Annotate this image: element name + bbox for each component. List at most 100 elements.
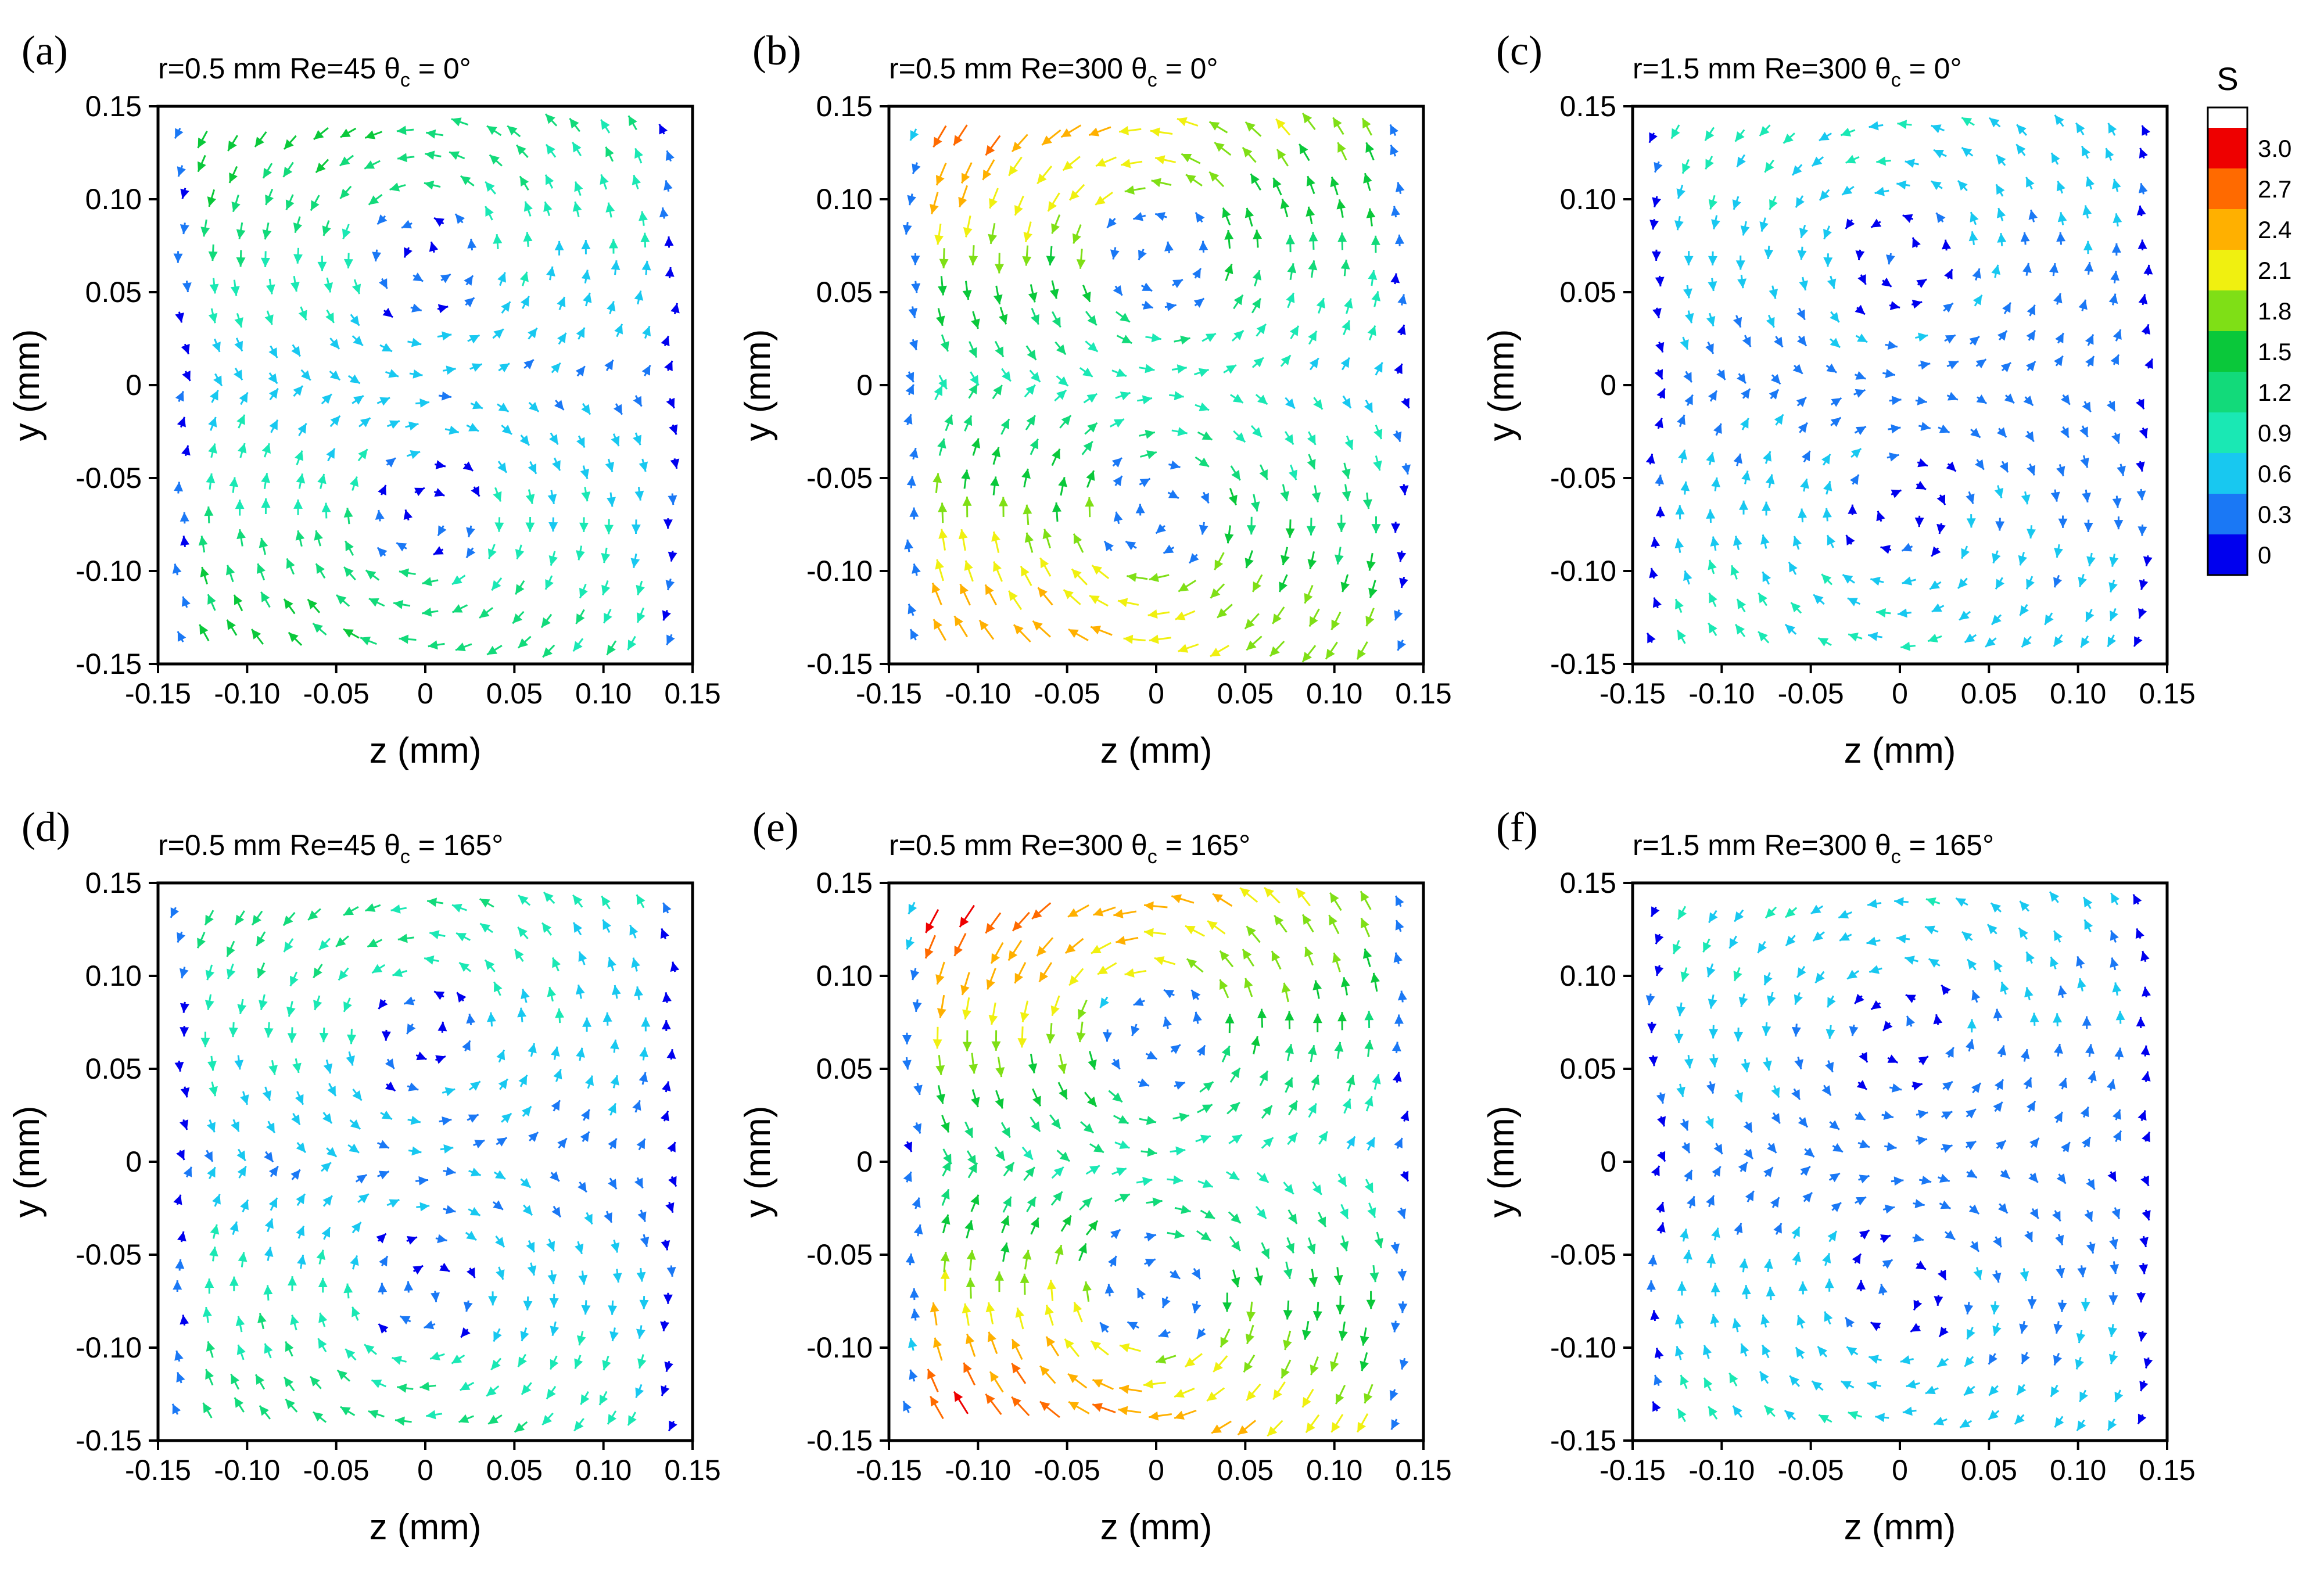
- vector-arrow: [581, 1109, 590, 1121]
- vector-arrow: [1394, 609, 1403, 621]
- vector-arrow: [1363, 173, 1372, 191]
- vector-arrow: [174, 1350, 184, 1362]
- x-tick-label: -0.05: [303, 1454, 370, 1486]
- vector-arrow: [1285, 519, 1295, 538]
- vector-arrow: [347, 1143, 360, 1154]
- vector-arrow: [339, 155, 354, 167]
- vector-arrow: [912, 563, 921, 576]
- vector-arrow: [664, 360, 673, 372]
- vector-arrow: [1330, 177, 1339, 196]
- vector-arrow: [1346, 1136, 1356, 1150]
- vector-arrow: [1020, 1273, 1030, 1295]
- vector-arrow: [939, 248, 949, 268]
- vector-arrow: [1191, 1267, 1202, 1280]
- vector-arrow: [259, 537, 268, 555]
- vector-arrow: [1208, 171, 1225, 188]
- vector-arrow: [969, 1053, 978, 1074]
- vector-arrow: [1881, 1111, 1894, 1120]
- vector-arrow: [1848, 633, 1863, 642]
- vector-arrow: [1085, 340, 1099, 353]
- vector-arrow: [1083, 393, 1098, 404]
- vector-arrow: [1313, 397, 1324, 410]
- vector-arrow: [1880, 545, 1892, 554]
- x-axis-label: z (mm): [1100, 731, 1213, 771]
- vector-arrow: [942, 1161, 952, 1177]
- vector-arrow: [210, 1224, 220, 1239]
- vector-arrow: [329, 337, 340, 350]
- vector-arrow: [1344, 435, 1354, 450]
- vector-arrow: [1330, 612, 1342, 631]
- vector-arrow: [343, 628, 360, 639]
- vector-arrow: [1229, 1067, 1241, 1083]
- vector-arrow: [468, 1168, 482, 1177]
- vector-arrow: [1390, 1320, 1400, 1333]
- vector-arrow: [1178, 579, 1197, 592]
- vector-arrow: [1239, 887, 1258, 903]
- vector-arrow: [1245, 121, 1262, 137]
- y-tick-label: -0.15: [806, 648, 873, 680]
- vector-arrow: [1397, 550, 1407, 562]
- vector-arrow: [1770, 1197, 1780, 1208]
- vector-arrow: [493, 234, 503, 249]
- vector-arrow: [207, 1166, 216, 1180]
- vector-arrow: [1000, 1122, 1011, 1138]
- vector-arrow: [307, 598, 321, 613]
- vector-arrow: [1841, 185, 1855, 196]
- vector-arrow: [407, 1082, 419, 1091]
- vector-arrow: [581, 240, 591, 254]
- vector-arrow: [935, 308, 945, 326]
- vector-arrow: [1145, 1050, 1158, 1060]
- vector-arrow: [1143, 1379, 1166, 1389]
- vector-arrow: [966, 1150, 977, 1166]
- vector-arrow: [663, 1292, 673, 1304]
- vector-arrow: [1732, 196, 1741, 210]
- vector-arrow: [261, 443, 271, 458]
- vector-arrow: [2018, 552, 2028, 566]
- vector-arrow: [1337, 142, 1347, 161]
- vector-arrow: [1332, 117, 1344, 135]
- vector-arrow: [2027, 525, 2036, 539]
- vector-arrow: [1854, 371, 1866, 380]
- vector-arrow: [1791, 1226, 1801, 1239]
- panel-title: r=0.5 mm Re=45 θc = 0°: [158, 52, 471, 91]
- vector-arrow: [1655, 275, 1665, 287]
- vector-arrow: [1896, 180, 1910, 190]
- vector-arrow: [1085, 1220, 1099, 1236]
- vector-arrow: [1342, 462, 1351, 479]
- vector-arrow: [177, 165, 186, 177]
- vector-arrow: [2014, 1414, 2025, 1425]
- vector-arrow: [1889, 396, 1902, 405]
- vector-arrow: [486, 645, 503, 656]
- vector-arrow: [642, 325, 651, 339]
- vector-arrow: [1390, 1418, 1400, 1430]
- vector-arrow: [1733, 1028, 1743, 1042]
- vector-arrow: [544, 113, 558, 127]
- vector-arrow: [902, 1032, 912, 1044]
- y-tick-label: 0: [1600, 1145, 1616, 1178]
- vector-arrow: [2053, 293, 2063, 305]
- vector-arrow: [1740, 418, 1749, 430]
- vector-arrow: [546, 1238, 555, 1252]
- vector-arrow: [548, 551, 558, 566]
- vector-arrow: [492, 1200, 504, 1211]
- y-tick-label: 0.15: [816, 90, 873, 123]
- vector-arrow: [1687, 1195, 1696, 1209]
- vector-arrow: [1916, 1136, 1928, 1145]
- vector-arrow: [493, 981, 503, 996]
- vector-arrow: [1866, 936, 1881, 946]
- vector-arrow: [208, 308, 218, 324]
- vector-arrow: [1224, 525, 1234, 544]
- vector-arrow: [368, 1409, 385, 1419]
- x-tick-label: 0: [1892, 677, 1908, 710]
- vector-arrow: [1730, 565, 1740, 580]
- vector-arrow: [1710, 536, 1720, 551]
- vector-arrow: [1760, 1314, 1770, 1328]
- vector-arrow: [429, 1351, 445, 1361]
- vector-arrow: [1654, 1348, 1664, 1359]
- vector-arrow: [1839, 932, 1852, 942]
- vector-arrow: [1911, 299, 1923, 309]
- vector-arrow: [1118, 126, 1142, 135]
- vector-arrow: [1002, 1196, 1012, 1213]
- vector-arrow: [182, 281, 192, 293]
- vector-arrow: [637, 1209, 647, 1222]
